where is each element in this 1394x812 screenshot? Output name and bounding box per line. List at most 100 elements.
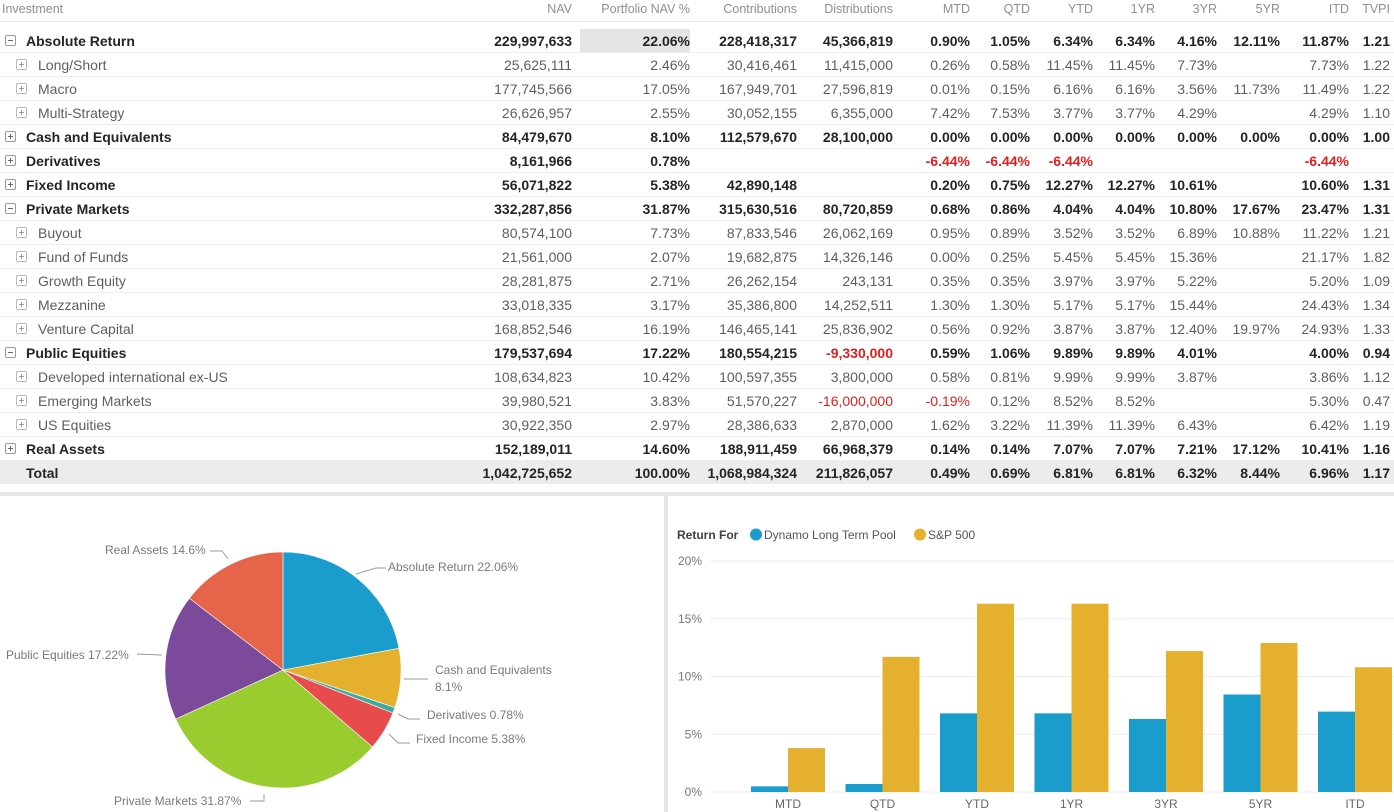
expand-icon[interactable] <box>16 395 27 406</box>
table-row[interactable]: Growth Equity 28,281,875 2.71% 26,262,154 24… <box>0 269 1394 293</box>
table-row[interactable]: Developed international ex-US 108,634,823… <box>0 365 1394 389</box>
cell-nav: 33,018,335 <box>501 297 572 313</box>
bar-dynamo-qtd[interactable] <box>845 784 883 792</box>
bar-sp500-1yr[interactable] <box>1071 603 1109 792</box>
bar-sp500-mtd[interactable] <box>788 748 825 792</box>
bar-sp500-itd[interactable] <box>1355 667 1392 792</box>
cell-mtd: -0.19% <box>925 393 970 409</box>
column-header-y3[interactable]: 3YR <box>1192 2 1217 16</box>
cell-tvpi: 1.31 <box>1362 201 1390 217</box>
bar-dynamo-mtd[interactable] <box>751 786 788 792</box>
table-row[interactable]: Fund of Funds 21,561,000 2.07% 19,682,875 14… <box>0 245 1394 269</box>
pie-slice-private-markets[interactable] <box>175 669 373 789</box>
cell-ytd: 12.27% <box>1045 177 1093 193</box>
collapse-icon[interactable] <box>5 35 16 46</box>
column-header-mtd[interactable]: MTD <box>942 2 970 16</box>
expand-icon[interactable] <box>5 155 16 166</box>
table-row[interactable]: Buyout 80,574,100 7.73% 87,833,546 26,062,16… <box>0 221 1394 245</box>
pie-slice-public-equities[interactable] <box>164 597 284 720</box>
expand-icon[interactable] <box>5 131 16 142</box>
cell-contrib: 112,579,670 <box>719 129 797 145</box>
expand-icon[interactable] <box>16 107 27 118</box>
column-header-nav[interactable]: NAV <box>547 2 572 16</box>
table-row[interactable]: Cash and Equivalents 84,479,670 8.10% 112,5… <box>0 125 1394 149</box>
table-row[interactable]: Absolute Return 229,997,633 22.06% 228,418,… <box>0 29 1394 53</box>
expand-icon[interactable] <box>16 323 27 334</box>
investment-name: Absolute Return <box>26 33 135 49</box>
bar-dynamo-3yr[interactable] <box>1129 719 1166 792</box>
cell-contrib: 87,833,546 <box>726 225 797 241</box>
bar-dynamo-5yr[interactable] <box>1223 694 1261 792</box>
legend-item-1[interactable]: S&P 500 <box>928 528 975 542</box>
cell-y3: 3.56% <box>1177 81 1217 97</box>
column-header-ytd[interactable]: YTD <box>1068 2 1093 16</box>
expand-icon[interactable] <box>5 443 16 454</box>
bar-sp500-5yr[interactable] <box>1260 643 1298 792</box>
cell-y5: 12.11% <box>1233 33 1280 49</box>
table-row[interactable]: Derivatives 8,161,966 0.78% -6.44% -6.44% -6.… <box>0 149 1394 173</box>
bar-dynamo-ytd[interactable] <box>940 713 977 792</box>
column-header-distrib[interactable]: Distributions <box>824 2 893 16</box>
bar-sp500-qtd[interactable] <box>882 656 920 792</box>
bar-sp500-ytd[interactable] <box>977 603 1014 792</box>
cell-y1: 0.00% <box>1115 129 1155 145</box>
cell-y1: 11.39% <box>1108 417 1155 433</box>
investment-name: Cash and Equivalents <box>26 129 172 145</box>
table-row[interactable]: Real Assets 152,189,011 14.60% 188,911,459 6… <box>0 437 1394 461</box>
table-row[interactable]: Fixed Income 56,071,822 5.38% 42,890,148 0.2… <box>0 173 1394 197</box>
table-row[interactable]: Private Markets 332,287,856 31.87% 315,630,… <box>0 197 1394 221</box>
table-row[interactable]: Macro 177,745,566 17.05% 167,949,701 27,596,… <box>0 77 1394 101</box>
cell-tvpi <box>1350 149 1390 172</box>
cell-distrib: 211,826,057 <box>815 465 893 481</box>
table-row[interactable]: Mezzanine 33,018,335 3.17% 35,386,800 14,252… <box>0 293 1394 317</box>
column-header-y1[interactable]: 1YR <box>1130 2 1155 16</box>
cell-y1: 6.16% <box>1115 81 1155 97</box>
cell-distrib: 80,720,859 <box>822 201 893 217</box>
pie-slice-absolute-return[interactable] <box>282 551 400 671</box>
column-header-contrib[interactable]: Contributions <box>723 2 797 16</box>
bar-dynamo-1yr[interactable] <box>1034 713 1072 792</box>
column-header-qtd[interactable]: QTD <box>1003 2 1030 16</box>
expand-icon[interactable] <box>16 251 27 262</box>
pie-data-label: Private Markets 31.87% <box>114 794 242 808</box>
column-header-tvpi[interactable]: TVPI <box>1362 2 1390 16</box>
cell-pct: 5.38% <box>650 177 690 193</box>
column-header-itd[interactable]: ITD <box>1328 2 1349 16</box>
column-header-name[interactable]: Investment <box>2 2 64 16</box>
table-row[interactable]: Long/Short 25,625,111 2.46% 30,416,461 11,41… <box>0 53 1394 77</box>
cell-itd: 23.47% <box>1301 201 1349 217</box>
cell-qtd: 0.25% <box>990 249 1030 265</box>
legend-item-0[interactable]: Dynamo Long Term Pool <box>764 528 896 542</box>
cell-contrib: 51,570,227 <box>726 393 797 409</box>
bar-dynamo-itd[interactable] <box>1318 711 1355 792</box>
expand-icon[interactable] <box>16 419 27 430</box>
table-row[interactable]: Multi-Strategy 26,626,957 2.55% 30,052,155 6… <box>0 101 1394 125</box>
expand-icon[interactable] <box>5 179 16 190</box>
collapse-icon[interactable] <box>5 203 16 214</box>
pie-data-label: Fixed Income 5.38% <box>416 732 526 746</box>
expand-icon[interactable] <box>16 275 27 286</box>
cell-qtd: 0.00% <box>990 129 1030 145</box>
collapse-icon[interactable] <box>5 347 16 358</box>
cell-contrib: 146,465,141 <box>719 321 797 337</box>
cell-tvpi: 1.21 <box>1362 33 1390 49</box>
cell-y5: 17.67% <box>1232 201 1280 217</box>
expand-icon[interactable] <box>16 227 27 238</box>
column-header-y5[interactable]: 5YR <box>1255 2 1280 16</box>
expand-icon[interactable] <box>16 59 27 70</box>
cell-mtd: 0.49% <box>930 465 970 481</box>
pie-slice-real-assets[interactable] <box>188 551 284 671</box>
expand-icon[interactable] <box>16 299 27 310</box>
expand-icon[interactable] <box>16 371 27 382</box>
column-header-pct[interactable]: Portfolio NAV % <box>601 2 690 16</box>
bar-sp500-3yr[interactable] <box>1166 651 1203 792</box>
cell-y5 <box>1218 293 1280 316</box>
table-row[interactable]: Public Equities 179,537,694 17.22% 180,554,… <box>0 341 1394 365</box>
investment-name: Total <box>26 465 59 481</box>
table-row[interactable]: Venture Capital 168,852,546 16.19% 146,465,… <box>0 317 1394 341</box>
expand-icon[interactable] <box>16 83 27 94</box>
table-row[interactable]: US Equities 30,922,350 2.97% 28,386,633 2,87… <box>0 413 1394 437</box>
cell-ytd: 7.07% <box>1053 441 1093 457</box>
cell-distrib: 26,062,169 <box>822 225 893 241</box>
table-row[interactable]: Emerging Markets 39,980,521 3.83% 51,570,22… <box>0 389 1394 413</box>
